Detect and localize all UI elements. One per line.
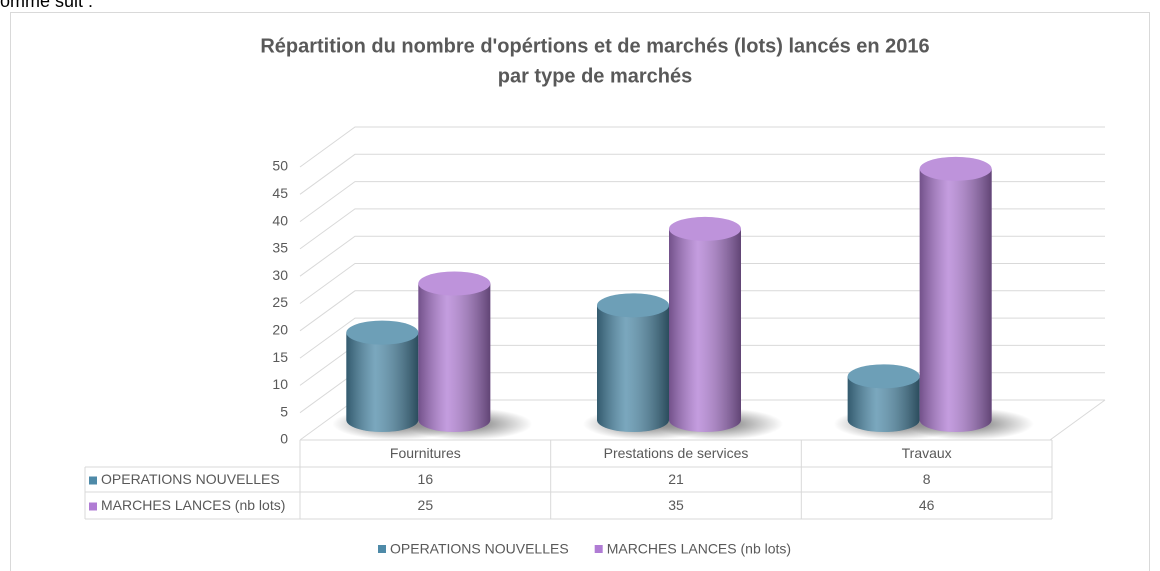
legend-label: MARCHES LANCES (nb lots): [607, 541, 791, 557]
legend-key: [378, 545, 386, 553]
bar-shading: [919, 168, 992, 432]
bar-top-highlight: [847, 364, 920, 389]
y-tick-label: 25: [272, 294, 288, 310]
y-tick-label: 15: [272, 349, 288, 365]
x-tick-label: Prestations de services: [604, 445, 749, 461]
bar-shading: [418, 283, 491, 432]
chart-title: par type de marchés: [498, 65, 693, 87]
grid-line: [299, 235, 1105, 277]
y-tick-label: 40: [272, 212, 288, 228]
grid-line: [299, 153, 1105, 195]
x-tick-label: Travaux: [902, 445, 952, 461]
y-tick-label: 10: [272, 376, 288, 392]
grid-line: [299, 126, 1105, 168]
table-value: 35: [668, 497, 684, 513]
bar-top: [346, 320, 419, 345]
table-value: 8: [923, 471, 931, 487]
bar-top-highlight: [418, 271, 491, 296]
bar-top: [919, 156, 992, 181]
bar-top: [847, 364, 920, 389]
chart-title: Répartition du nombre d'opértions et de …: [260, 35, 929, 57]
table-row-label: OPERATIONS NOUVELLES: [101, 471, 280, 487]
grid-line: [299, 317, 1105, 359]
table-value: 46: [919, 497, 935, 513]
y-tick-label: 50: [272, 158, 288, 174]
legend-label: OPERATIONS NOUVELLES: [390, 541, 569, 557]
bar-top: [669, 216, 741, 241]
bar-top-highlight: [669, 216, 741, 241]
x-tick-label: Fournitures: [390, 445, 461, 461]
table-value: 16: [418, 471, 434, 487]
y-tick-label: 0: [280, 431, 288, 447]
bar-top-highlight: [346, 320, 419, 345]
table-row-label: MARCHES LANCES (nb lots): [101, 497, 285, 513]
y-tick-label: 5: [280, 403, 288, 419]
table-value: 25: [418, 497, 434, 513]
y-tick-label: 45: [272, 185, 288, 201]
bar-top-highlight: [919, 156, 992, 181]
y-tick-label: 30: [272, 267, 288, 283]
bar-shading: [346, 332, 419, 432]
floor-edge: [1049, 399, 1106, 441]
grid-line: [299, 181, 1105, 223]
legend-key: [594, 545, 603, 553]
bar-shading: [597, 305, 669, 432]
bar-shading: [669, 228, 741, 432]
page-text: omme suit :: [0, 0, 93, 11]
bar-top: [418, 271, 491, 296]
grid-line: [299, 290, 1105, 332]
grid-line: [299, 263, 1105, 304]
chart-frame: [10, 12, 1150, 571]
bar-shading: [847, 376, 920, 432]
bar-top-highlight: [597, 293, 669, 318]
y-tick-label: 20: [272, 322, 288, 338]
table-value: 21: [668, 471, 684, 487]
y-tick-label: 35: [272, 240, 288, 256]
table-legend-key: [89, 476, 97, 485]
table-legend-key: [89, 502, 97, 511]
bar-top: [597, 293, 669, 318]
grid-line: [299, 208, 1105, 250]
